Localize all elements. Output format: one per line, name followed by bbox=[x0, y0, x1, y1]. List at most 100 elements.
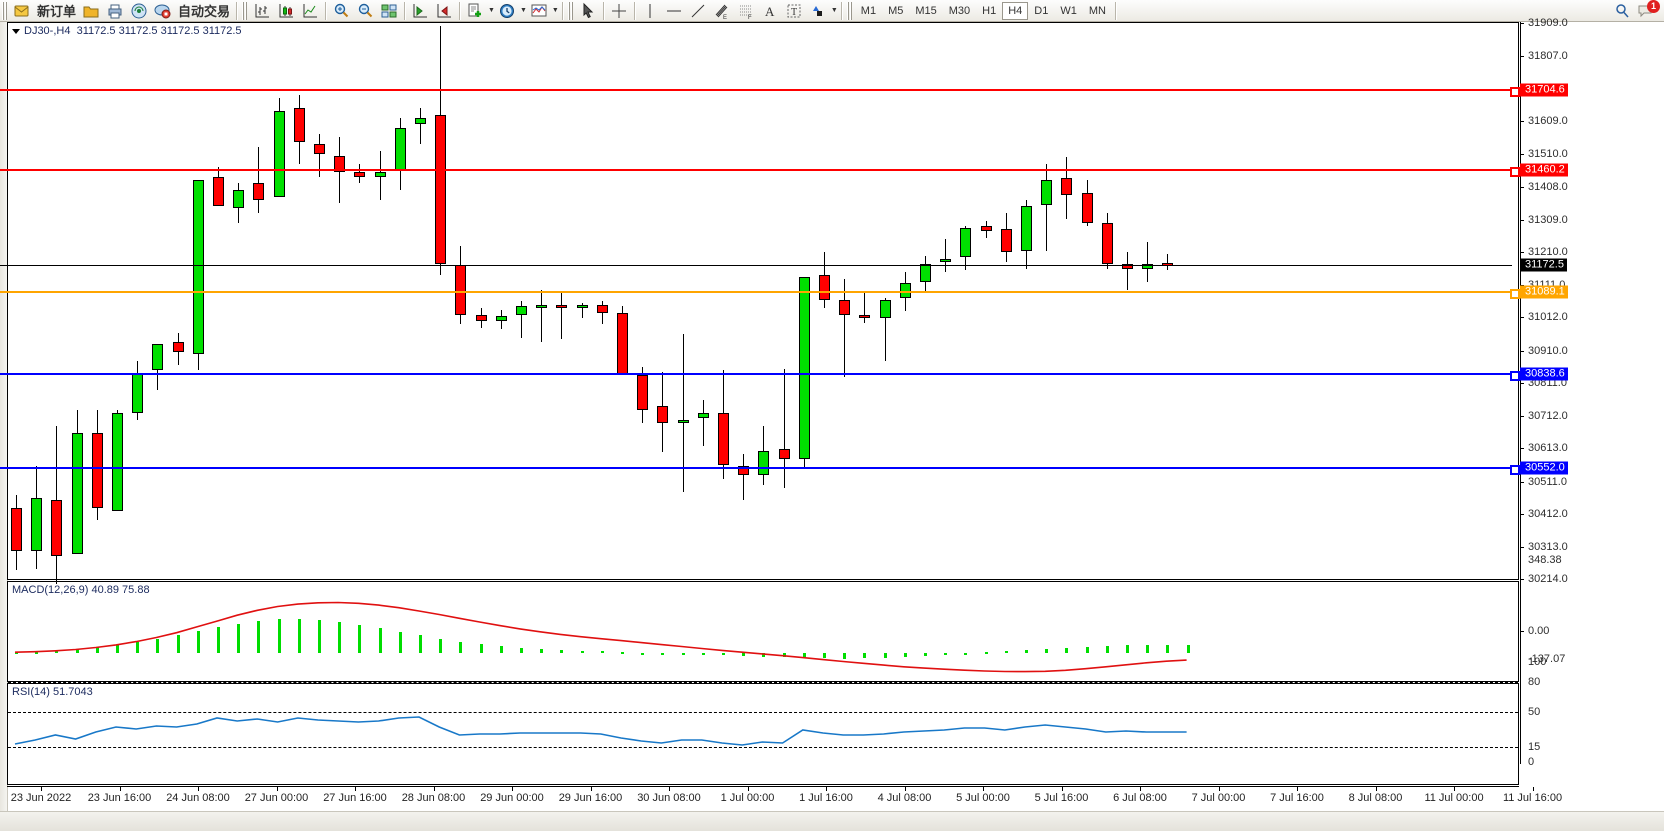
time-axis-label: 7 Jul 16:00 bbox=[1270, 792, 1324, 804]
price-level-badge[interactable]: 31460.2 bbox=[1520, 163, 1568, 177]
price-level-badge[interactable]: 31089.1 bbox=[1520, 285, 1568, 299]
candlestick-chart-icon[interactable] bbox=[274, 1, 298, 21]
price-level-badge[interactable]: 30838.6 bbox=[1520, 367, 1568, 381]
price-tick bbox=[1520, 514, 1524, 516]
text-icon[interactable]: A bbox=[758, 1, 782, 21]
macd-histogram-bar bbox=[802, 653, 806, 658]
printer-icon[interactable] bbox=[103, 1, 127, 21]
time-tick bbox=[826, 787, 827, 791]
crosshair-icon[interactable] bbox=[607, 1, 631, 21]
line-chart-icon[interactable] bbox=[298, 1, 322, 21]
price-axis[interactable]: 31909.0 31807.0 31609.0 31510.0 31408.0 31309… bbox=[1520, 17, 1664, 830]
level-line[interactable] bbox=[0, 288, 1520, 299]
timeframe-w1[interactable]: W1 bbox=[1060, 4, 1077, 17]
candle-body-bearish bbox=[617, 312, 628, 376]
add-indicator-icon[interactable] bbox=[463, 1, 487, 21]
toolbar-grip-2[interactable] bbox=[242, 1, 249, 20]
macd-axis-label: 0.00 bbox=[1528, 625, 1550, 638]
macd-histogram-bar bbox=[318, 619, 321, 654]
timeframe-m30[interactable]: M30 bbox=[948, 4, 971, 17]
price-level-badge[interactable]: 30552.0 bbox=[1520, 461, 1568, 475]
templates-icon[interactable] bbox=[527, 1, 551, 21]
cursor-icon[interactable] bbox=[576, 1, 600, 21]
collapse-chevron-down-icon[interactable] bbox=[12, 28, 20, 34]
price-axis-label: 31510.0 bbox=[1528, 147, 1568, 160]
macd-histogram-bar bbox=[459, 641, 463, 654]
period-chevron-down-icon[interactable]: ▼ bbox=[519, 7, 527, 14]
time-tick bbox=[1061, 787, 1063, 791]
level-handle[interactable] bbox=[1510, 288, 1520, 299]
zoom-out-icon[interactable] bbox=[353, 1, 377, 21]
candle-body-bearish bbox=[657, 406, 669, 423]
new-order-label[interactable]: 新订单 bbox=[37, 4, 77, 19]
expert-advisor-icon[interactable] bbox=[151, 1, 175, 21]
level-handle[interactable] bbox=[1510, 465, 1520, 476]
rsi-pane[interactable] bbox=[7, 683, 1519, 785]
level-handle[interactable] bbox=[1510, 87, 1520, 98]
level-line[interactable] bbox=[0, 87, 1520, 98]
time-axis-label: 23 Jun 2022 bbox=[10, 792, 72, 804]
candle-body-bullish bbox=[677, 419, 689, 423]
tile-windows-icon[interactable] bbox=[377, 1, 401, 21]
auto-trading-label[interactable]: 自动交易 bbox=[178, 4, 231, 19]
fibonacci-icon[interactable]: F bbox=[734, 1, 758, 21]
vertical-line-icon[interactable] bbox=[638, 1, 662, 21]
price-tick bbox=[1520, 23, 1524, 24]
time-axis-label: 27 Jun 00:00 bbox=[244, 792, 309, 804]
timeframe-h1[interactable]: H1 bbox=[982, 4, 997, 17]
add-indicator-chevron-down-icon[interactable]: ▼ bbox=[488, 7, 495, 14]
candle-body-bullish bbox=[132, 373, 144, 414]
price-pane[interactable] bbox=[7, 22, 1519, 580]
macd-histogram-bar bbox=[1065, 647, 1069, 654]
price-axis-label: 31807.0 bbox=[1528, 50, 1568, 63]
templates-chevron-down-icon[interactable]: ▼ bbox=[551, 7, 559, 14]
new-order-button[interactable] bbox=[10, 1, 34, 21]
time-axis[interactable]: 23 Jun 2022 23 Jun 16:00 24 Jun 08:00 27 Ju… bbox=[7, 786, 1562, 810]
text-label-icon[interactable]: T bbox=[782, 1, 806, 21]
candle-body-bearish bbox=[1000, 229, 1012, 253]
price-level-badge[interactable]: 31704.6 bbox=[1520, 83, 1568, 97]
candle-body-bearish bbox=[334, 155, 346, 172]
shapes-chevron-down-icon[interactable]: ▼ bbox=[830, 7, 838, 14]
trendline-icon[interactable] bbox=[686, 1, 710, 21]
chart-area[interactable]: DJ30-,H4 31172.5 31172.5 31172.5 31172.5… bbox=[0, 17, 1664, 831]
price-tick bbox=[1520, 448, 1524, 450]
shapes-icon[interactable] bbox=[806, 1, 830, 21]
search-icon[interactable] bbox=[1610, 1, 1634, 21]
timeframe-m1[interactable]: M1 bbox=[860, 4, 877, 17]
level-line[interactable] bbox=[0, 167, 1520, 178]
price-level-badge[interactable]: 31172.5 bbox=[1520, 258, 1567, 272]
level-handle[interactable] bbox=[1510, 371, 1520, 382]
timeframe-mn[interactable]: MN bbox=[1088, 4, 1106, 17]
folder-icon[interactable] bbox=[79, 1, 103, 21]
toolbar-grip-3[interactable] bbox=[567, 1, 574, 20]
equidistant-channel-icon[interactable]: E bbox=[710, 1, 734, 21]
timeframe-m15[interactable]: M15 bbox=[915, 4, 937, 17]
zoom-in-icon[interactable] bbox=[329, 1, 353, 21]
chart-shift-icon[interactable] bbox=[408, 1, 432, 21]
candle-body-bullish bbox=[536, 304, 548, 309]
candle-wick bbox=[521, 301, 522, 338]
timeframe-h4[interactable]: H4 bbox=[1002, 1, 1029, 20]
time-tick bbox=[276, 787, 278, 791]
level-line[interactable] bbox=[0, 465, 1520, 476]
auto-scroll-icon[interactable] bbox=[432, 1, 456, 21]
timeframe-d1[interactable]: D1 bbox=[1034, 4, 1049, 17]
toolbar-separator-4 bbox=[459, 1, 461, 20]
time-axis-label: 27 Jun 16:00 bbox=[323, 792, 387, 804]
timeframe-m5[interactable]: M5 bbox=[888, 4, 904, 17]
toolbar-grip-4[interactable] bbox=[846, 1, 853, 20]
candle-body-bearish bbox=[738, 465, 750, 476]
signal-icon[interactable] bbox=[127, 1, 151, 21]
toolbar-grip[interactable] bbox=[2, 1, 8, 20]
svg-text:F: F bbox=[748, 15, 752, 20]
alerts-icon[interactable]: 1 bbox=[1634, 0, 1660, 21]
horizontal-line-icon[interactable] bbox=[662, 1, 686, 21]
period-clock-icon[interactable] bbox=[495, 1, 519, 21]
toolbar-separator-5 bbox=[561, 1, 563, 20]
level-line[interactable] bbox=[0, 371, 1520, 382]
bar-chart-icon[interactable] bbox=[250, 1, 274, 21]
main-toolbar: 新订单 自动交易 ▼ ▼ bbox=[0, 0, 1664, 22]
level-handle[interactable] bbox=[1510, 167, 1520, 178]
price-tick bbox=[1520, 284, 1524, 286]
